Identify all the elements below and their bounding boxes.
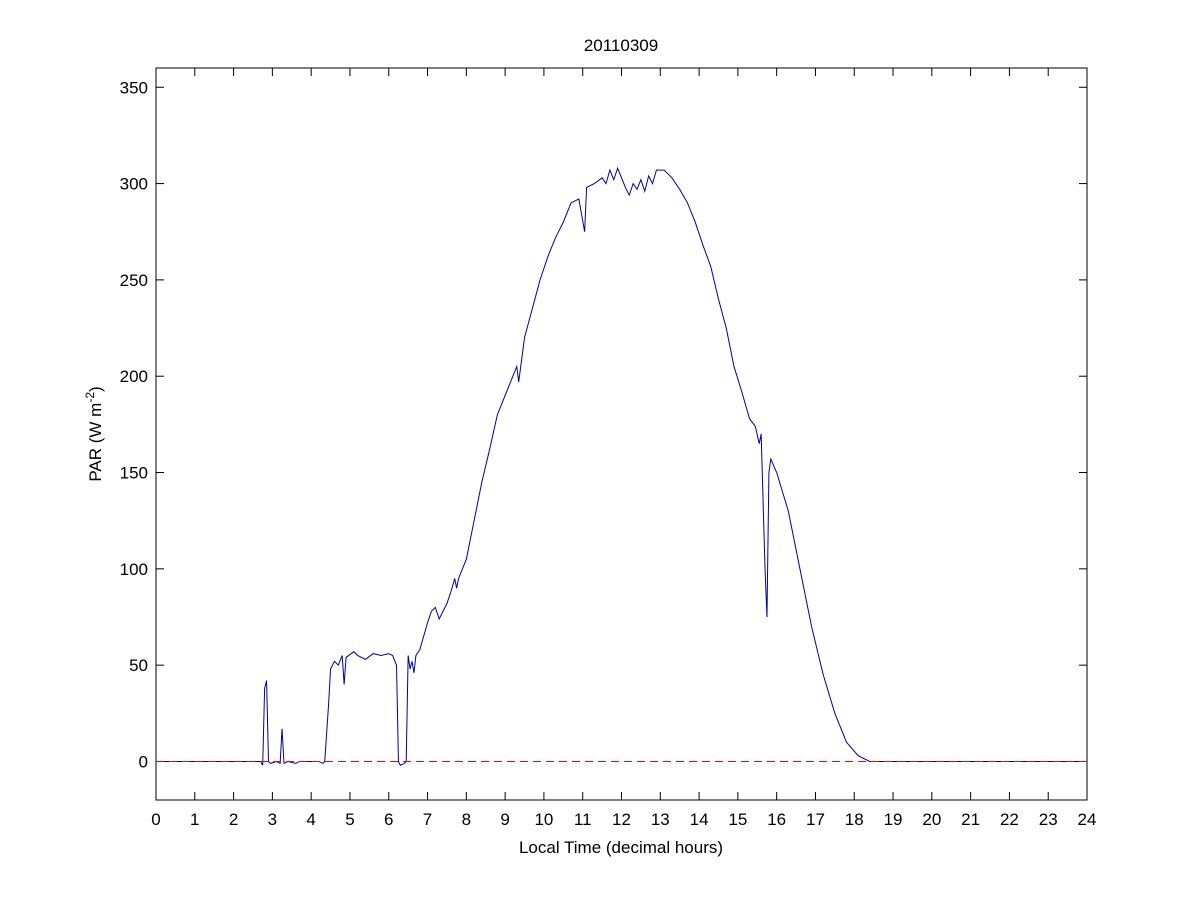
y-tick-label: 300 [120, 175, 148, 194]
x-tick-label: 9 [500, 810, 509, 829]
y-tick-label: 0 [139, 752, 148, 771]
y-label-superscript: -2 [83, 392, 97, 403]
y-tick-label: 100 [120, 560, 148, 579]
x-tick-label: 23 [1039, 810, 1058, 829]
x-tick-label: 19 [884, 810, 903, 829]
x-tick-label: 18 [845, 810, 864, 829]
x-tick-label: 8 [462, 810, 471, 829]
x-tick-label: 6 [384, 810, 393, 829]
y-tick-label: 150 [120, 464, 148, 483]
x-tick-label: 22 [1000, 810, 1019, 829]
x-tick-label: 21 [961, 810, 980, 829]
x-tick-label: 1 [190, 810, 199, 829]
y-tick-label: 350 [120, 78, 148, 97]
x-tick-label: 0 [151, 810, 160, 829]
x-tick-label: 16 [767, 810, 786, 829]
plot-area [155, 67, 1088, 801]
y-tick-label: 50 [129, 656, 148, 675]
y-tick-label: 200 [120, 367, 148, 386]
data-line [156, 166, 1087, 766]
x-tick-label: 2 [229, 810, 238, 829]
x-tick-label: 11 [574, 810, 592, 829]
x-tick-label: 5 [345, 810, 354, 829]
x-tick-label: 12 [612, 810, 631, 829]
chart-title: 20110309 [584, 36, 658, 55]
x-tick-label: 15 [728, 810, 747, 829]
y-tick-label: 250 [120, 271, 148, 290]
x-tick-label: 4 [306, 810, 315, 829]
x-tick-label: 10 [534, 810, 553, 829]
x-axis-label: Local Time (decimal hours) [519, 838, 723, 857]
x-tick-label: 3 [268, 810, 277, 829]
x-tick-label: 14 [690, 810, 709, 829]
y-label-text: PAR (W m [86, 403, 105, 482]
x-tick-label: 13 [651, 810, 670, 829]
y-label-text: ) [86, 386, 105, 392]
y-axis-label: PAR (W m-2) [83, 386, 105, 481]
x-tick-label: 7 [423, 810, 432, 829]
x-tick-label: 17 [806, 810, 825, 829]
x-tick-label: 20 [922, 810, 941, 829]
x-tick-label: 24 [1078, 810, 1097, 829]
